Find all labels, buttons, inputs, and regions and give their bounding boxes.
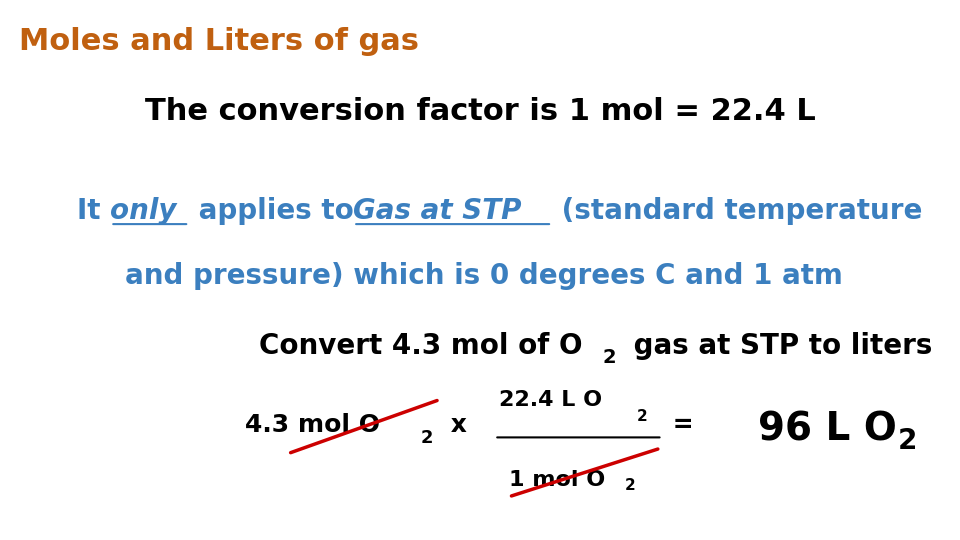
Text: 2: 2 xyxy=(420,429,433,447)
Text: 2: 2 xyxy=(625,478,636,493)
Text: =: = xyxy=(664,413,694,437)
Text: 2: 2 xyxy=(636,409,647,424)
Text: 96 L O: 96 L O xyxy=(758,410,898,448)
Text: It: It xyxy=(77,197,110,225)
Text: gas at STP to liters: gas at STP to liters xyxy=(624,332,932,360)
Text: applies to: applies to xyxy=(189,197,364,225)
Text: x: x xyxy=(442,413,475,437)
Text: 4.3 mol O: 4.3 mol O xyxy=(245,413,380,437)
Text: Moles and Liters of gas: Moles and Liters of gas xyxy=(19,27,420,56)
Text: 2: 2 xyxy=(603,348,616,367)
Text: and pressure) which is 0 degrees C and 1 atm: and pressure) which is 0 degrees C and 1… xyxy=(125,262,843,290)
Text: 1 mol O: 1 mol O xyxy=(509,470,605,490)
Text: 2: 2 xyxy=(898,427,917,455)
Text: only: only xyxy=(110,197,177,225)
Text: 22.4 L O: 22.4 L O xyxy=(499,390,602,410)
Text: Gas at STP: Gas at STP xyxy=(353,197,522,225)
Text: Convert 4.3 mol of O: Convert 4.3 mol of O xyxy=(259,332,583,360)
Text: The conversion factor is 1 mol = 22.4 L: The conversion factor is 1 mol = 22.4 L xyxy=(145,97,815,126)
Text: (standard temperature: (standard temperature xyxy=(552,197,923,225)
